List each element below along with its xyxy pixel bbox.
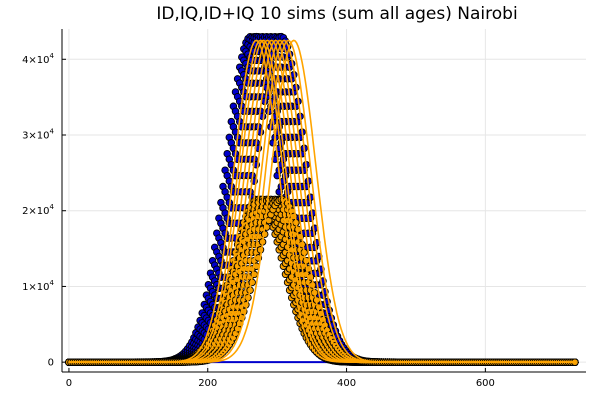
y-tick-label-4: 4×104 (22, 52, 54, 66)
x-tick-label-1: 200 (198, 378, 217, 389)
y-tick-label-1: 1×104 (22, 279, 54, 293)
tick-labels: 0 200 400 600 0 1×104 2×104 3×104 4×104 (22, 52, 495, 389)
x-tick-label-2: 400 (337, 378, 356, 389)
y-tick-label-0: 0 (48, 358, 54, 369)
x-tick-label-3: 600 (476, 378, 495, 389)
id-iq-sim-line-10 (68, 39, 576, 363)
y-tick-label-3: 3×104 (22, 128, 54, 142)
y-tick-label-2: 2×104 (22, 203, 54, 217)
axes (61, 29, 586, 373)
series-layer (65, 32, 579, 366)
chart-title: ID,IQ,ID+IQ 10 sims (sum all ages) Nairo… (156, 4, 517, 24)
x-tick-label-0: 0 (66, 378, 72, 389)
